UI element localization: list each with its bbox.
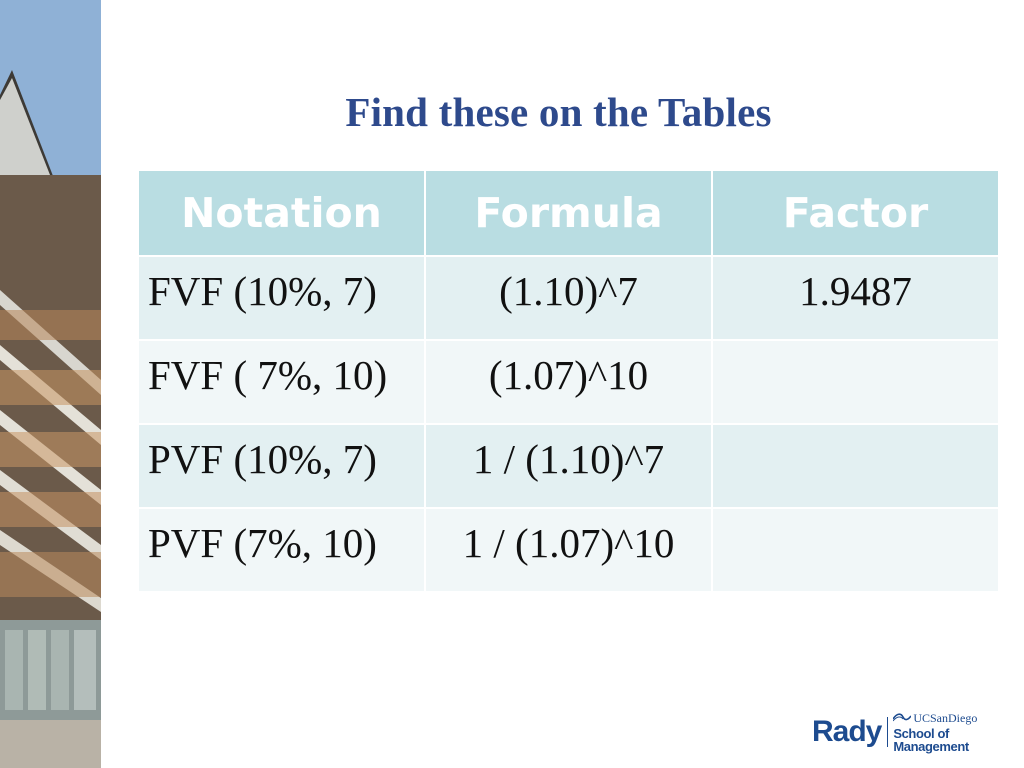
table-row: FVF (10%, 7) (1.10)^7 1.9487 xyxy=(137,255,1000,341)
logo-divider xyxy=(887,717,889,747)
building-illustration xyxy=(0,0,101,768)
column-header-notation: Notation xyxy=(137,169,426,257)
cell-factor xyxy=(711,423,1000,509)
logo-brand: Rady xyxy=(812,715,882,748)
logo-school: School of Management xyxy=(893,725,969,754)
logo-university-line: UCSanDiego xyxy=(893,712,1024,724)
building-photo xyxy=(0,0,101,768)
column-header-formula: Formula xyxy=(424,169,713,257)
column-header-factor: Factor xyxy=(711,169,1000,257)
logo-university: UCSanDiego xyxy=(913,710,978,725)
cell-formula: 1 / (1.07)^10 xyxy=(424,507,713,593)
cell-formula: (1.10)^7 xyxy=(424,255,713,341)
factor-table: Notation Formula Factor FVF (10%, 7) (1.… xyxy=(137,169,1000,593)
logo-text-group: UCSanDiego School of Management xyxy=(893,712,1024,753)
table-row: FVF ( 7%, 10) (1.07)^10 xyxy=(137,339,1000,425)
slide-title-text: Find these on the Tables xyxy=(345,89,772,135)
cell-notation: FVF ( 7%, 10) xyxy=(137,339,426,425)
table-header-row: Notation Formula Factor xyxy=(137,169,1000,257)
cell-notation: PVF (10%, 7) xyxy=(137,423,426,509)
slide-title: Find these on the Tables xyxy=(101,88,1024,136)
table-row: PVF (7%, 10) 1 / (1.07)^10 xyxy=(137,507,1000,593)
rady-logo: Rady UCSanDiego School of Management xyxy=(812,712,1024,753)
wave-icon xyxy=(893,713,912,722)
table-row: PVF (10%, 7) 1 / (1.10)^7 xyxy=(137,423,1000,509)
cell-factor xyxy=(711,507,1000,593)
cell-notation: FVF (10%, 7) xyxy=(137,255,426,341)
cell-formula: 1 / (1.10)^7 xyxy=(424,423,713,509)
cell-factor: 1.9487 xyxy=(711,255,1000,341)
cell-notation: PVF (7%, 10) xyxy=(137,507,426,593)
cell-factor xyxy=(711,339,1000,425)
cell-formula: (1.07)^10 xyxy=(424,339,713,425)
